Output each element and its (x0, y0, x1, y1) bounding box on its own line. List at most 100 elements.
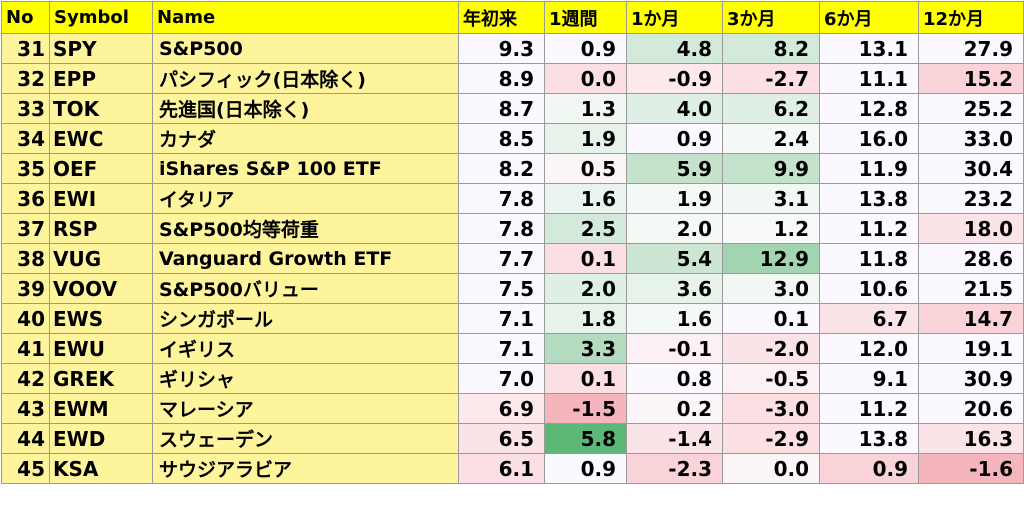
header-3month: 3か月 (722, 1, 820, 34)
6month-cell: 11.1 (819, 63, 919, 94)
row-number-cell: 33 (1, 93, 50, 124)
symbol-cell: EWD (49, 423, 153, 454)
6month-cell: 11.8 (819, 243, 919, 274)
12month-cell: 19.1 (918, 333, 1024, 364)
1week-cell: 0.9 (544, 33, 627, 64)
12month-cell: 30.4 (918, 153, 1024, 184)
name-cell: マレーシア (152, 393, 459, 424)
name-cell: パシフィック(日本除く) (152, 63, 459, 94)
12month-cell: 14.7 (918, 303, 1024, 334)
3month-cell: 3.1 (722, 183, 820, 214)
ytd-cell: 7.8 (458, 213, 545, 244)
3month-cell: -2.9 (722, 423, 820, 454)
1month-cell: -2.3 (626, 453, 723, 484)
name-cell: サウジアラビア (152, 453, 459, 484)
12month-cell: 16.3 (918, 423, 1024, 454)
3month-cell: -0.5 (722, 363, 820, 394)
header-symbol: Symbol (49, 1, 153, 34)
1month-cell: 4.8 (626, 33, 723, 64)
6month-cell: 13.8 (819, 183, 919, 214)
3month-cell: 12.9 (722, 243, 820, 274)
6month-cell: 11.2 (819, 393, 919, 424)
row-number-cell: 45 (1, 453, 50, 484)
6month-cell: 12.8 (819, 93, 919, 124)
1week-cell: 0.5 (544, 153, 627, 184)
name-cell: S&P500 (152, 33, 459, 64)
1month-cell: 0.2 (626, 393, 723, 424)
1month-cell: -0.1 (626, 333, 723, 364)
1week-cell: 0.0 (544, 63, 627, 94)
symbol-cell: RSP (49, 213, 153, 244)
1month-cell: -1.4 (626, 423, 723, 454)
6month-cell: 9.1 (819, 363, 919, 394)
12month-cell: 33.0 (918, 123, 1024, 154)
1month-cell: 1.6 (626, 303, 723, 334)
ytd-cell: 7.0 (458, 363, 545, 394)
table-row: 39 VOOV S&P500バリュー 7.5 2.0 3.6 3.0 10.6 21.5 (1, 273, 1024, 304)
1month-cell: -0.9 (626, 63, 723, 94)
ytd-cell: 8.2 (458, 153, 545, 184)
6month-cell: 6.7 (819, 303, 919, 334)
symbol-cell: EWS (49, 303, 153, 334)
ytd-cell: 6.5 (458, 423, 545, 454)
ytd-cell: 7.7 (458, 243, 545, 274)
header-1week: 1週間 (544, 1, 627, 34)
table-row: 32 EPP パシフィック(日本除く) 8.9 0.0 -0.9 -2.7 11.1 15.2 (1, 63, 1024, 94)
1month-cell: 5.4 (626, 243, 723, 274)
table-row: 36 EWI イタリア 7.8 1.6 1.9 3.1 13.8 23.2 (1, 183, 1024, 214)
12month-cell: 28.6 (918, 243, 1024, 274)
table-row: 35 OEF iShares S&P 100 ETF 8.2 0.5 5.9 9.9 11.9… (1, 153, 1024, 184)
name-cell: 先進国(日本除く) (152, 93, 459, 124)
name-cell: スウェーデン (152, 423, 459, 454)
3month-cell: 0.0 (722, 453, 820, 484)
1month-cell: 3.6 (626, 273, 723, 304)
symbol-cell: EWM (49, 393, 153, 424)
etf-performance-table: No Symbol Name 年初来 1週間 1か月 3か月 6か月 12か月 … (1, 1, 1024, 484)
3month-cell: -2.0 (722, 333, 820, 364)
12month-cell: 18.0 (918, 213, 1024, 244)
3month-cell: 0.1 (722, 303, 820, 334)
ytd-cell: 7.8 (458, 183, 545, 214)
table-row: 43 EWM マレーシア 6.9 -1.5 0.2 -3.0 11.2 20.6 (1, 393, 1024, 424)
12month-cell: 21.5 (918, 273, 1024, 304)
symbol-cell: GREK (49, 363, 153, 394)
table-row: 31 SPY S&P500 9.3 0.9 4.8 8.2 13.1 27.9 (1, 33, 1024, 64)
name-cell: S&P500均等荷重 (152, 213, 459, 244)
symbol-cell: EWI (49, 183, 153, 214)
table-row: 42 GREK ギリシャ 7.0 0.1 0.8 -0.5 9.1 30.9 (1, 363, 1024, 394)
1week-cell: 0.1 (544, 243, 627, 274)
12month-cell: 25.2 (918, 93, 1024, 124)
ytd-cell: 8.9 (458, 63, 545, 94)
ytd-cell: 8.5 (458, 123, 545, 154)
6month-cell: 13.1 (819, 33, 919, 64)
table-row: 41 EWU イギリス 7.1 3.3 -0.1 -2.0 12.0 19.1 (1, 333, 1024, 364)
6month-cell: 11.2 (819, 213, 919, 244)
12month-cell: -1.6 (918, 453, 1024, 484)
6month-cell: 13.8 (819, 423, 919, 454)
row-number-cell: 34 (1, 123, 50, 154)
1month-cell: 0.8 (626, 363, 723, 394)
1month-cell: 4.0 (626, 93, 723, 124)
1week-cell: 0.1 (544, 363, 627, 394)
header-12month: 12か月 (918, 1, 1024, 34)
row-number-cell: 41 (1, 333, 50, 364)
ytd-cell: 6.9 (458, 393, 545, 424)
6month-cell: 0.9 (819, 453, 919, 484)
symbol-cell: VOOV (49, 273, 153, 304)
6month-cell: 11.9 (819, 153, 919, 184)
row-number-cell: 39 (1, 273, 50, 304)
6month-cell: 10.6 (819, 273, 919, 304)
header-ytd: 年初来 (458, 1, 545, 34)
6month-cell: 12.0 (819, 333, 919, 364)
table-row: 34 EWC カナダ 8.5 1.9 0.9 2.4 16.0 33.0 (1, 123, 1024, 154)
name-cell: シンガポール (152, 303, 459, 334)
row-number-cell: 42 (1, 363, 50, 394)
header-name: Name (152, 1, 459, 34)
row-number-cell: 32 (1, 63, 50, 94)
symbol-cell: VUG (49, 243, 153, 274)
name-cell: iShares S&P 100 ETF (152, 153, 459, 184)
symbol-cell: EWU (49, 333, 153, 364)
table-row: 45 KSA サウジアラビア 6.1 0.9 -2.3 0.0 0.9 -1.6 (1, 453, 1024, 484)
symbol-cell: KSA (49, 453, 153, 484)
1week-cell: 1.9 (544, 123, 627, 154)
